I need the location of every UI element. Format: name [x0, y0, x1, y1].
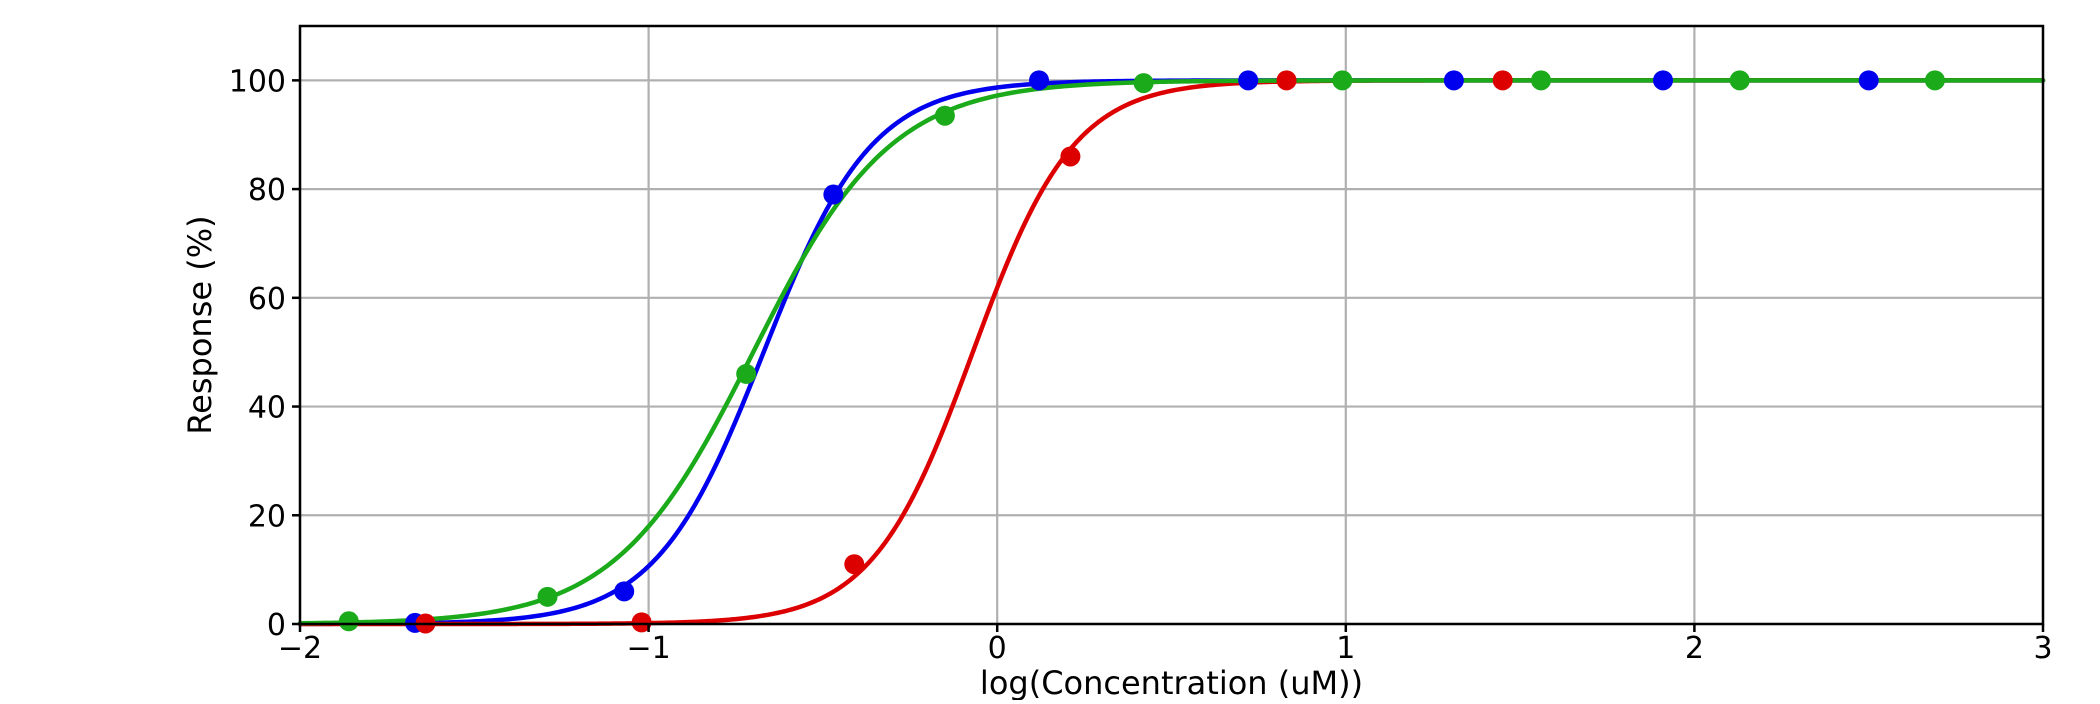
x-tick-label: 3 — [2033, 631, 2052, 666]
y-tick-label: 40 — [248, 391, 286, 426]
series-1-point — [823, 184, 844, 205]
series-points — [338, 70, 1945, 634]
series-1-point — [1238, 70, 1259, 91]
series-3-point — [736, 363, 757, 384]
y-tick-label: 20 — [248, 499, 286, 534]
series-3-point — [1924, 70, 1945, 91]
y-tick-label: 60 — [248, 282, 286, 317]
y-tick-label: 0 — [267, 608, 286, 643]
plot-frame — [298, 24, 2045, 626]
series-3-point — [537, 586, 558, 607]
series-1-point — [1653, 70, 1674, 91]
x-tick-label: −2 — [278, 631, 322, 666]
series-1-point — [1029, 70, 1050, 91]
series-3-point — [1729, 70, 1750, 91]
y-tick-label: 80 — [248, 173, 286, 208]
series-1-point — [1443, 70, 1464, 91]
x-tick-label: −1 — [626, 631, 670, 666]
series-3-point — [1332, 70, 1353, 91]
x-tick-label: 1 — [1336, 631, 1355, 666]
series-2-point — [1060, 146, 1081, 167]
y-tick-label: 100 — [229, 64, 286, 99]
series-3-curve — [297, 78, 2046, 626]
series-2-point — [1276, 70, 1297, 91]
y-axis-label: Response (%) — [181, 215, 219, 434]
x-axis-label: log(Concentration (uM)) — [980, 664, 1363, 700]
series-1-point — [1858, 70, 1879, 91]
series-1-point — [614, 581, 635, 602]
series-3-point — [934, 105, 955, 126]
series-2-point — [631, 612, 652, 633]
series-3-point — [1133, 73, 1154, 94]
x-tick-label: 0 — [988, 631, 1007, 666]
x-tick-label: 2 — [1685, 631, 1704, 666]
series-3-point — [338, 611, 359, 632]
series-2-point — [1492, 70, 1513, 91]
series-2-point — [844, 554, 865, 575]
axis-ticks: −2 −1 0 1 2 3 0 20 40 60 80 100 — [229, 64, 2053, 666]
series-3-point — [1531, 70, 1552, 91]
